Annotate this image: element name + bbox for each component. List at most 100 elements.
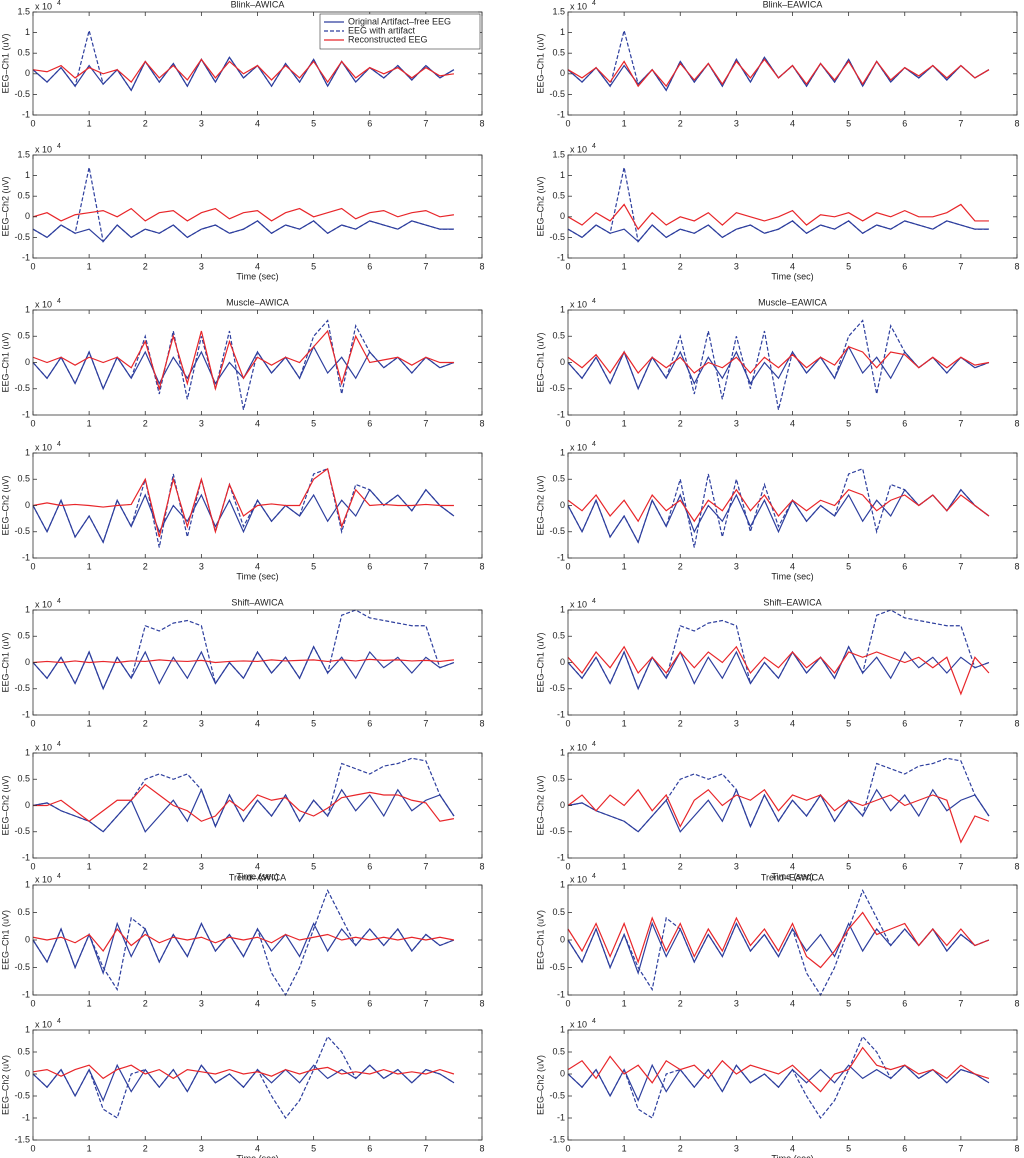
x-tick-label: 6 — [367, 861, 372, 871]
y-tick-label: -0.5 — [549, 826, 565, 836]
x-tick-label: 3 — [734, 118, 739, 128]
x-tick-label: 3 — [734, 861, 739, 871]
x-tick-label: 5 — [846, 1143, 851, 1153]
series-line — [567, 645, 990, 696]
y-tick-label: 0 — [560, 800, 565, 810]
y-tick-label: -1.5 — [549, 1134, 565, 1144]
x-tick-label: 0 — [565, 118, 570, 128]
x-tick-label: 8 — [1014, 998, 1019, 1008]
x-tick-label: 7 — [958, 118, 963, 128]
y-tick-label: 0.5 — [17, 1046, 30, 1056]
y-tick-label: 0.5 — [17, 331, 30, 341]
x-tick-label: 2 — [143, 561, 148, 571]
y-tick-label: 1.5 — [17, 6, 30, 16]
x-axis-label: Time (sec) — [236, 871, 278, 881]
y-tick-label: -0.5 — [549, 962, 565, 972]
y-scale-exponent: 4 — [57, 143, 61, 150]
x-tick-label: 5 — [311, 418, 316, 428]
x-tick-label: 8 — [1014, 561, 1019, 571]
x-tick-label: 1 — [87, 418, 92, 428]
y-axis-label: EEG–Ch1 (uV) — [535, 632, 545, 692]
x-tick-label: 2 — [678, 418, 683, 428]
y-tick-label: -0.5 — [14, 683, 30, 693]
series-line — [32, 757, 455, 833]
series-line — [567, 58, 990, 88]
y-tick-label: -0.5 — [14, 526, 30, 536]
x-tick-label: 1 — [622, 261, 627, 271]
x-axis-label: Time (sec) — [771, 571, 813, 581]
x-tick-label: 4 — [790, 261, 795, 271]
plot-area — [568, 1030, 1017, 1140]
x-tick-label: 1 — [622, 561, 627, 571]
y-axis-label: EEG–Ch2 (uV) — [535, 475, 545, 535]
y-tick-label: 0 — [25, 934, 30, 944]
x-tick-label: 6 — [902, 561, 907, 571]
x-tick-label: 4 — [255, 861, 260, 871]
y-tick-label: 0 — [25, 357, 30, 367]
y-axis-label: EEG–Ch2 (uV) — [535, 176, 545, 236]
series-line — [32, 319, 455, 410]
y-tick-label: 0.5 — [552, 631, 565, 641]
x-tick-label: 4 — [255, 261, 260, 271]
x-tick-label: 8 — [479, 561, 484, 571]
x-tick-label: 6 — [367, 561, 372, 571]
x-tick-label: 1 — [622, 1143, 627, 1153]
y-tick-label: -0.5 — [14, 383, 30, 393]
y-tick-label: -0.5 — [14, 826, 30, 836]
x-tick-label: 0 — [565, 561, 570, 571]
plot-area — [568, 885, 1017, 995]
series-line — [32, 58, 455, 84]
y-tick-label: -1 — [557, 989, 565, 999]
x-tick-label: 2 — [678, 861, 683, 871]
y-tick-label: -0.5 — [549, 526, 565, 536]
x-tick-label: 4 — [255, 1143, 260, 1153]
x-tick-label: 8 — [479, 418, 484, 428]
plot-area — [33, 155, 482, 258]
y-tick-label: 0 — [25, 68, 30, 78]
y-tick-label: 0.5 — [552, 331, 565, 341]
x-tick-label: 5 — [311, 261, 316, 271]
x-tick-label: 3 — [199, 561, 204, 571]
x-tick-label: 1 — [622, 118, 627, 128]
x-tick-label: 3 — [199, 418, 204, 428]
x-tick-label: 8 — [1014, 261, 1019, 271]
x-tick-label: 8 — [1014, 718, 1019, 728]
y-scale-base: x 10 — [35, 599, 52, 609]
y-tick-label: 1 — [25, 27, 30, 37]
panel: 0 1 2 3 4 5 6 7 8 -1 -0.5 0 0.5 1 x 10 4 Muscle–EAWICA EE… — [535, 297, 1019, 428]
series-line — [567, 645, 990, 691]
series-line — [567, 346, 990, 375]
series-line — [567, 911, 990, 969]
y-tick-label: 1 — [560, 879, 565, 889]
x-tick-label: 7 — [423, 418, 428, 428]
y-scale-exponent: 4 — [592, 0, 596, 7]
y-tick-label: -1 — [22, 552, 30, 562]
x-tick-label: 6 — [367, 718, 372, 728]
y-tick-label: -1 — [557, 852, 565, 862]
x-tick-label: 7 — [958, 1143, 963, 1153]
x-tick-label: 6 — [902, 861, 907, 871]
x-tick-label: 2 — [143, 718, 148, 728]
y-scale-base: x 10 — [35, 742, 52, 752]
y-scale-base: x 10 — [570, 874, 587, 884]
x-tick-label: 2 — [678, 1143, 683, 1153]
x-tick-label: 2 — [143, 118, 148, 128]
x-tick-label: 3 — [734, 261, 739, 271]
series-line — [32, 1035, 455, 1120]
x-tick-label: 2 — [143, 861, 148, 871]
x-tick-label: 3 — [734, 1143, 739, 1153]
plot-area — [568, 155, 1017, 258]
x-tick-label: 4 — [790, 561, 795, 571]
chart-title: Blink–EAWICA — [763, 0, 823, 9]
y-axis-label: EEG–Ch1 (uV) — [535, 910, 545, 970]
y-tick-label: -1 — [557, 1112, 565, 1122]
panel: 0 1 2 3 4 5 6 7 8 -1 -0.5 0 0.5 1 x 10 4 Shift–AWICA EEG–… — [0, 597, 484, 728]
plot-area — [568, 753, 1017, 858]
y-tick-label: -1 — [557, 709, 565, 719]
x-tick-label: 6 — [902, 418, 907, 428]
x-tick-label: 7 — [423, 718, 428, 728]
series-line — [567, 1035, 990, 1120]
y-scale-exponent: 4 — [592, 873, 596, 880]
